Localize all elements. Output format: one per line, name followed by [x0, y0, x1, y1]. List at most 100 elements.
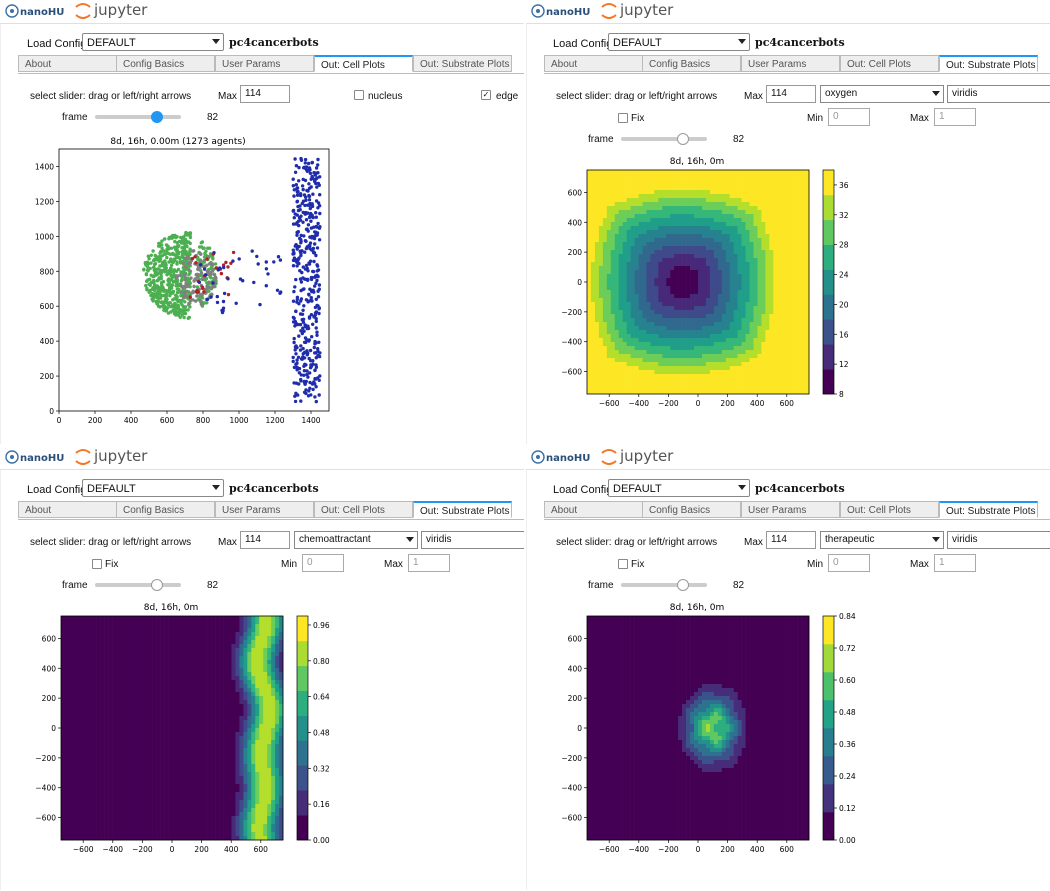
heatmap-cell [761, 342, 766, 347]
fix-checkbox[interactable] [92, 559, 102, 569]
tab-substrate-plots[interactable]: Out: Substrate Plots [413, 501, 512, 518]
heatmap-cell [777, 358, 782, 363]
fix-max-input[interactable]: 1 [408, 554, 450, 572]
heatmap-cell [753, 190, 758, 195]
tab-config-basics[interactable]: Config Basics [116, 501, 215, 518]
heatmap-cell [614, 202, 620, 207]
heatmap-cell [646, 258, 651, 263]
heatmap-cell [64, 620, 70, 625]
heatmap-cell [61, 704, 66, 709]
heatmap-cell [761, 354, 766, 359]
heatmap-cell [670, 350, 675, 355]
frame-slider-track[interactable] [95, 583, 181, 587]
heatmap-cell [666, 170, 671, 175]
tab-config-basics[interactable]: Config Basics [116, 55, 215, 72]
max-input[interactable]: 114 [240, 531, 290, 549]
heatmap-cell [590, 378, 596, 383]
tab-cell-plots[interactable]: Out: Cell Plots [314, 501, 413, 518]
heatmap-cell [678, 214, 683, 219]
tab-user-params[interactable]: User Params [215, 501, 314, 518]
cell-point [175, 253, 179, 257]
heatmap-cell [729, 290, 734, 295]
tab-cell-plots[interactable]: Out: Cell Plots [314, 55, 413, 72]
heatmap-cell [634, 242, 639, 247]
heatmap-cell [88, 712, 94, 717]
heatmap-cell [694, 246, 699, 251]
heatmap-cell [690, 290, 695, 295]
heatmap-cell [590, 194, 596, 199]
heatmap-cell [721, 350, 727, 355]
load-config-select[interactable]: DEFAULT [82, 479, 224, 497]
fix-checkbox[interactable] [618, 113, 628, 123]
frame-slider-handle[interactable] [151, 111, 163, 123]
frame-slider-track[interactable] [95, 115, 181, 119]
colormap-select[interactable]: viridis [947, 85, 1050, 103]
heatmap-cell [745, 386, 750, 391]
tab-substrate-plots[interactable]: Out: Substrate Plots [413, 55, 512, 72]
cell-point [278, 258, 283, 262]
load-config-select[interactable]: DEFAULT [608, 33, 750, 51]
tab-substrate-plots[interactable]: Out: Substrate Plots [939, 55, 1038, 72]
cell-point [147, 257, 151, 261]
heatmap-cell [614, 366, 620, 371]
max-input[interactable]: 114 [240, 85, 290, 103]
heatmap-cell [709, 250, 715, 255]
nucleus-checkbox[interactable] [354, 90, 364, 100]
heatmap-cell [650, 338, 655, 343]
frame-slider-handle[interactable] [151, 579, 163, 591]
heatmap-cell [765, 314, 770, 319]
heatmap-cell [737, 322, 742, 327]
tab-config-basics[interactable]: Config Basics [642, 55, 741, 72]
heatmap-cell [698, 374, 703, 379]
load-config-select[interactable]: DEFAULT [82, 33, 224, 51]
heatmap-cell [698, 178, 703, 183]
heatmap-cell [765, 242, 770, 247]
heatmap-cell [753, 294, 758, 299]
colormap-select[interactable]: viridis [421, 531, 524, 549]
tab-cell-plots[interactable]: Out: Cell Plots [840, 55, 939, 72]
heatmap-cell [749, 290, 754, 295]
cell-point [198, 245, 202, 249]
cell-point [316, 295, 321, 299]
heatmap-cell [721, 274, 727, 279]
min-input[interactable]: 0 [828, 108, 870, 126]
cell-point [157, 241, 161, 246]
heatmap-cell [717, 218, 723, 223]
min-input[interactable]: 0 [302, 554, 344, 572]
heatmap-cell [80, 788, 86, 793]
heatmap-cell [650, 378, 655, 383]
heatmap-cell [694, 254, 699, 259]
heatmap-cell [781, 274, 786, 279]
max-input[interactable]: 114 [766, 85, 816, 103]
heatmap-cell [64, 752, 70, 757]
heatmap-cell [678, 234, 683, 239]
substrate-select[interactable]: chemoattractant [294, 531, 418, 549]
tab-about[interactable]: About [544, 55, 643, 72]
tab-user-params[interactable]: User Params [215, 55, 314, 72]
heatmap-cell [76, 708, 82, 713]
frame-slider-handle[interactable] [677, 133, 689, 145]
fix-max-input[interactable]: 1 [934, 108, 976, 126]
heatmap-cell [741, 190, 746, 195]
heatmap-cell [76, 648, 82, 653]
heatmap-cell [745, 346, 750, 351]
heatmap-cell [68, 628, 74, 633]
heatmap-cell [753, 178, 758, 183]
heatmap-cell [634, 250, 639, 255]
heatmap-cell [781, 254, 786, 259]
tab-about[interactable]: About [18, 55, 117, 72]
cell-point [299, 158, 304, 162]
heatmap-cell [587, 298, 592, 303]
fix-max-label: Max [910, 113, 929, 124]
tab-user-params[interactable]: User Params [741, 55, 840, 72]
heatmap-cell [737, 290, 742, 295]
heatmap-cell [765, 310, 770, 315]
heatmap-cell [737, 346, 742, 351]
heatmap-cell [64, 760, 70, 765]
heatmap-cell [737, 182, 742, 187]
substrate-select[interactable]: oxygen [820, 85, 944, 103]
edge-checkbox[interactable]: ✓ [481, 90, 491, 100]
frame-slider-track[interactable] [621, 137, 707, 141]
tab-about[interactable]: About [18, 501, 117, 518]
heatmap-cell [670, 242, 675, 247]
